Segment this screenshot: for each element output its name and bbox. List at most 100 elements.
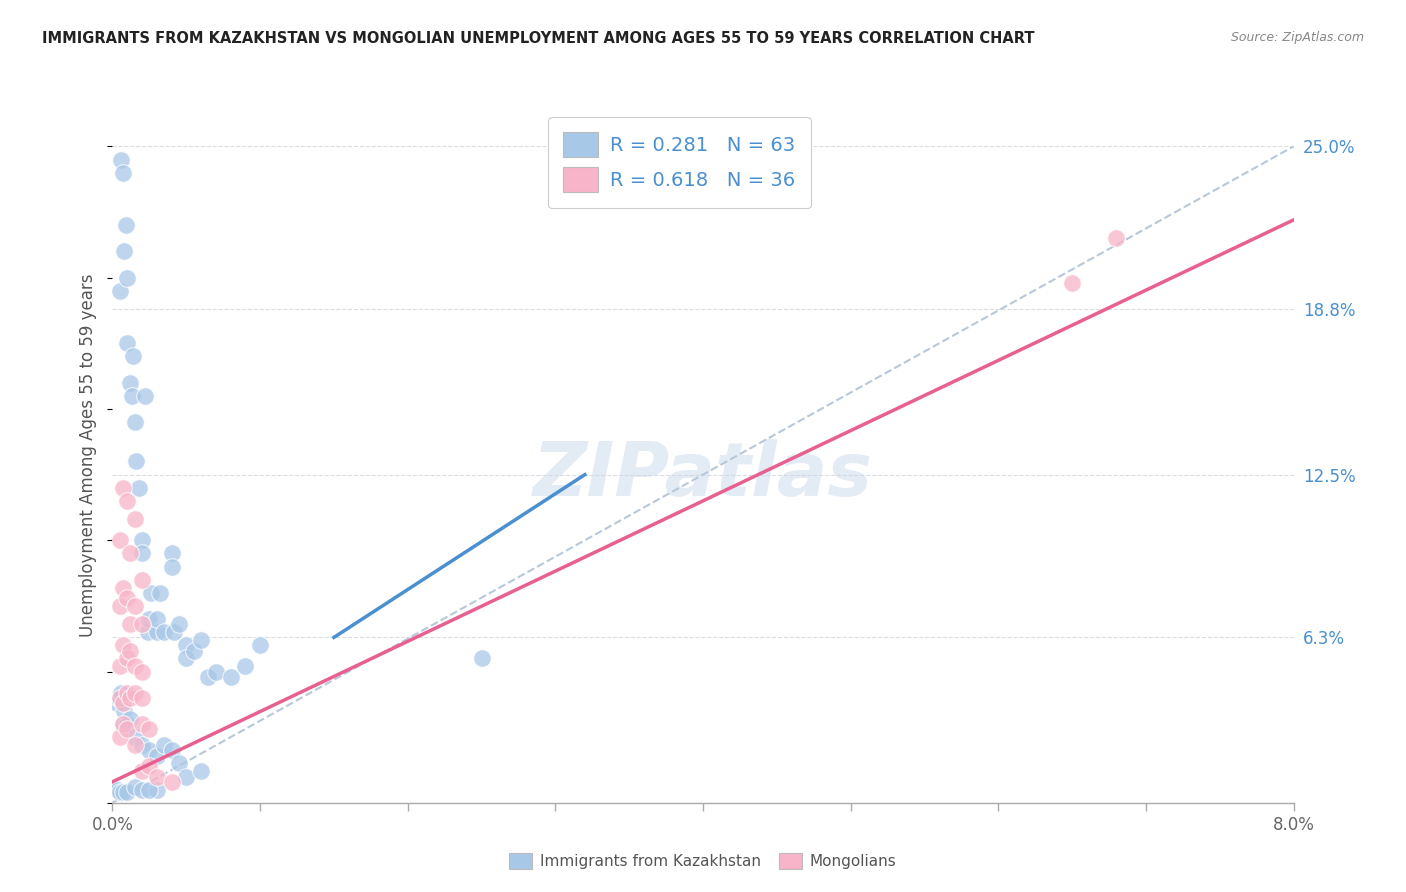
Point — [108, 599, 131, 613]
Point — [107, 690, 129, 705]
Point — [111, 696, 134, 710]
Point — [107, 782, 129, 797]
Point — [117, 685, 138, 699]
Point — [131, 573, 153, 587]
Point — [124, 685, 146, 699]
Legend: R = 0.281   N = 63, R = 0.618   N = 36: R = 0.281 N = 63, R = 0.618 N = 36 — [548, 117, 811, 208]
Point — [136, 625, 159, 640]
Point — [111, 785, 134, 799]
Point — [120, 376, 142, 390]
Point — [1105, 231, 1128, 245]
Point — [1062, 276, 1084, 290]
Point — [153, 625, 176, 640]
Point — [471, 651, 494, 665]
Point — [120, 690, 142, 705]
Point — [174, 770, 197, 784]
Point — [105, 696, 128, 710]
Point — [138, 782, 160, 797]
Point — [149, 586, 172, 600]
Point — [124, 730, 146, 744]
Point — [174, 638, 197, 652]
Point — [105, 782, 128, 797]
Point — [146, 625, 169, 640]
Point — [117, 785, 138, 799]
Point — [111, 717, 134, 731]
Point — [124, 659, 146, 673]
Point — [120, 617, 142, 632]
Point — [117, 494, 138, 508]
Point — [131, 533, 153, 548]
Text: ZIPatlas: ZIPatlas — [533, 439, 873, 512]
Point — [124, 780, 146, 794]
Point — [124, 512, 146, 526]
Point — [219, 670, 242, 684]
Y-axis label: Unemployment Among Ages 55 to 59 years: Unemployment Among Ages 55 to 59 years — [79, 273, 97, 637]
Point — [163, 625, 186, 640]
Point — [108, 533, 131, 548]
Point — [134, 389, 156, 403]
Legend: Immigrants from Kazakhstan, Mongolians: Immigrants from Kazakhstan, Mongolians — [503, 847, 903, 875]
Point — [111, 166, 134, 180]
Point — [205, 665, 228, 679]
Point — [124, 415, 146, 429]
Point — [167, 617, 190, 632]
Point — [112, 244, 135, 259]
Point — [131, 738, 153, 752]
Point — [111, 481, 134, 495]
Text: IMMIGRANTS FROM KAZAKHSTAN VS MONGOLIAN UNEMPLOYMENT AMONG AGES 55 TO 59 YEARS C: IMMIGRANTS FROM KAZAKHSTAN VS MONGOLIAN … — [42, 31, 1035, 46]
Point — [108, 690, 131, 705]
Point — [128, 481, 150, 495]
Point — [120, 643, 142, 657]
Point — [160, 546, 183, 560]
Point — [120, 546, 142, 560]
Point — [138, 612, 160, 626]
Point — [138, 759, 160, 773]
Point — [117, 336, 138, 351]
Point — [131, 764, 153, 779]
Point — [111, 638, 134, 652]
Point — [110, 153, 132, 167]
Point — [197, 670, 219, 684]
Point — [131, 717, 153, 731]
Point — [138, 723, 160, 737]
Point — [121, 389, 143, 403]
Point — [108, 690, 131, 705]
Point — [117, 591, 138, 605]
Point — [160, 774, 183, 789]
Point — [125, 454, 148, 468]
Point — [139, 586, 162, 600]
Point — [183, 643, 205, 657]
Point — [167, 756, 190, 771]
Point — [160, 559, 183, 574]
Point — [146, 770, 169, 784]
Point — [112, 704, 135, 718]
Point — [120, 712, 142, 726]
Point — [131, 617, 153, 632]
Point — [108, 659, 131, 673]
Point — [174, 651, 197, 665]
Point — [117, 717, 138, 731]
Point — [146, 782, 169, 797]
Point — [117, 723, 138, 737]
Point — [108, 785, 131, 799]
Point — [124, 738, 146, 752]
Point — [111, 581, 134, 595]
Point — [108, 730, 131, 744]
Point — [131, 665, 153, 679]
Point — [131, 782, 153, 797]
Point — [114, 218, 136, 232]
Point — [131, 690, 153, 705]
Point — [190, 633, 212, 648]
Point — [122, 350, 145, 364]
Point — [190, 764, 212, 779]
Point — [160, 743, 183, 757]
Point — [146, 748, 169, 763]
Point — [249, 638, 271, 652]
Point — [131, 546, 153, 560]
Point — [138, 743, 160, 757]
Point — [117, 270, 138, 285]
Point — [124, 599, 146, 613]
Point — [111, 717, 134, 731]
Point — [108, 284, 131, 298]
Point — [233, 659, 256, 673]
